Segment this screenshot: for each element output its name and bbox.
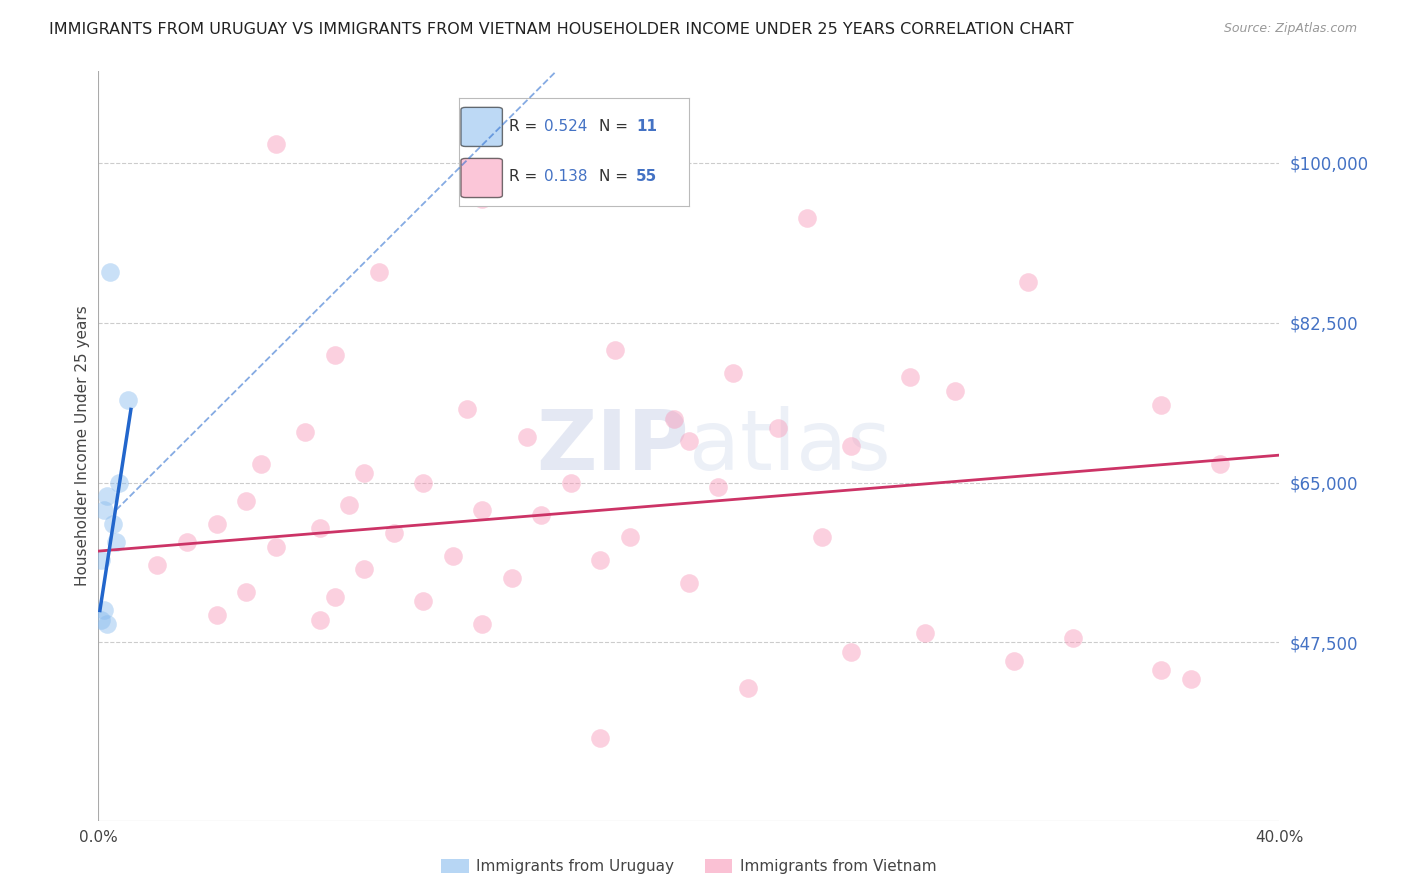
Point	[678, 434, 700, 449]
Point	[796, 211, 818, 225]
Point	[560, 475, 582, 490]
Point	[98, 265, 121, 279]
Legend: Immigrants from Uruguay, Immigrants from Vietnam: Immigrants from Uruguay, Immigrants from…	[434, 853, 943, 880]
Point	[309, 613, 332, 627]
Point	[605, 343, 627, 357]
Point	[530, 508, 553, 522]
Text: ZIP: ZIP	[537, 406, 689, 486]
Point	[1062, 631, 1084, 645]
Point	[589, 553, 612, 567]
Point	[235, 585, 257, 599]
Point	[707, 480, 730, 494]
Point	[412, 594, 434, 608]
Point	[264, 540, 287, 554]
Point	[841, 439, 863, 453]
Point	[309, 521, 332, 535]
Point	[1180, 672, 1202, 686]
Point	[103, 516, 125, 531]
Point	[117, 393, 139, 408]
Point	[501, 572, 523, 586]
Point	[766, 421, 789, 435]
Point	[368, 265, 391, 279]
Point	[205, 608, 228, 623]
Point	[943, 384, 966, 399]
Point	[294, 425, 316, 440]
Point	[737, 681, 759, 695]
Text: atlas: atlas	[689, 406, 890, 486]
Point	[678, 576, 700, 591]
Point	[105, 535, 128, 549]
Point	[810, 530, 832, 544]
Point	[93, 503, 115, 517]
Point	[471, 503, 494, 517]
Point	[471, 617, 494, 632]
Point	[914, 626, 936, 640]
Point	[723, 366, 745, 380]
Point	[353, 467, 375, 481]
Point	[353, 562, 375, 576]
Point	[841, 644, 863, 658]
Point	[96, 489, 118, 503]
Point	[664, 411, 686, 425]
Point	[900, 370, 922, 384]
Point	[1018, 275, 1040, 289]
Point	[146, 558, 169, 572]
Point	[1002, 654, 1025, 668]
Point	[235, 493, 257, 508]
Point	[323, 590, 346, 604]
Point	[1150, 398, 1173, 412]
Point	[1150, 663, 1173, 677]
Point	[96, 617, 118, 632]
Point	[441, 549, 464, 563]
Point	[176, 535, 198, 549]
Point	[339, 499, 361, 513]
Point	[323, 348, 346, 362]
Point	[90, 553, 112, 567]
Text: Source: ZipAtlas.com: Source: ZipAtlas.com	[1223, 22, 1357, 36]
Point	[412, 475, 434, 490]
Point	[250, 457, 273, 471]
Point	[90, 613, 112, 627]
Point	[93, 603, 115, 617]
Point	[1209, 457, 1232, 471]
Y-axis label: Householder Income Under 25 years: Householder Income Under 25 years	[75, 306, 90, 586]
Point	[264, 137, 287, 152]
Text: IMMIGRANTS FROM URUGUAY VS IMMIGRANTS FROM VIETNAM HOUSEHOLDER INCOME UNDER 25 Y: IMMIGRANTS FROM URUGUAY VS IMMIGRANTS FR…	[49, 22, 1074, 37]
Point	[619, 530, 641, 544]
Point	[205, 516, 228, 531]
Point	[516, 430, 538, 444]
Point	[589, 731, 612, 746]
Point	[471, 192, 494, 206]
Point	[108, 475, 131, 490]
Point	[382, 525, 405, 540]
Point	[457, 402, 479, 417]
